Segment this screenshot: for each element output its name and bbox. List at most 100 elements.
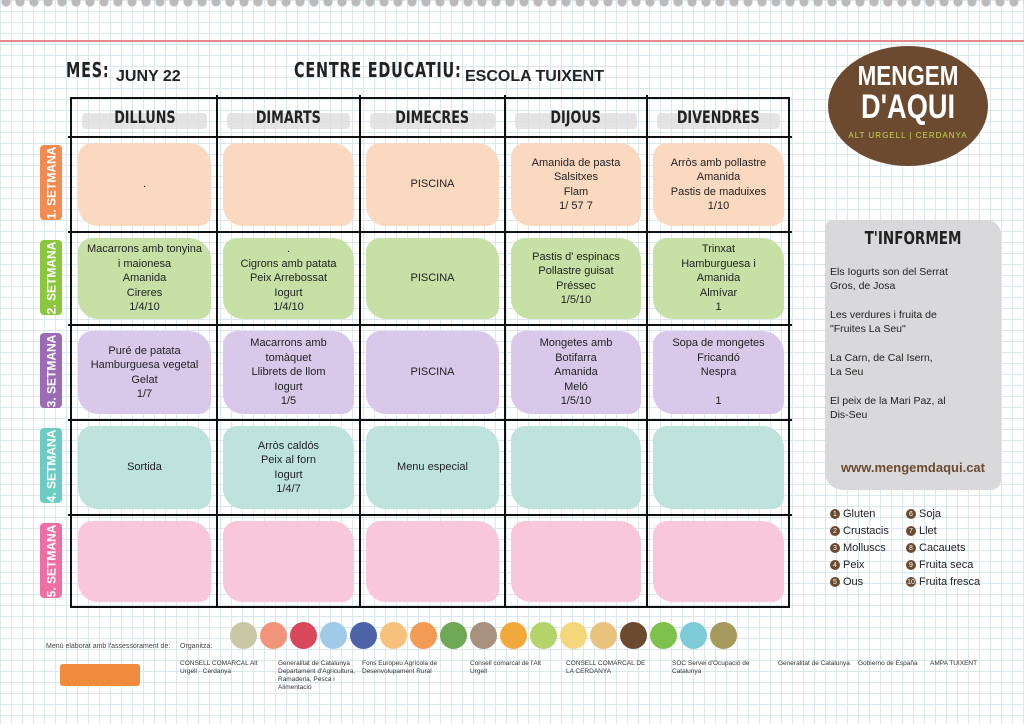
- website-link[interactable]: www.mengemdaqui.cat: [841, 460, 985, 475]
- week-label: 3. SETMANA: [44, 334, 58, 407]
- grid-line: [68, 231, 792, 233]
- notebook-binding: [0, 0, 1024, 12]
- menu-grid: DILLUNS DIMARTS DIMECRES DIJOUS DIVENDRES. PI…: [68, 95, 792, 608]
- cell-background: [223, 143, 354, 226]
- allergen-name: Ous: [843, 576, 864, 588]
- menu-cell: Sopa de mongetes Fricandó Nespra 1: [647, 325, 790, 420]
- cell-background: [653, 238, 784, 319]
- menu-text: PISCINA: [410, 272, 455, 285]
- info-note: Les verdures i fruita de "Fruites La Seu…: [830, 309, 937, 335]
- menu-text: PISCINA: [410, 178, 455, 191]
- menu-cell: Menu especial: [360, 420, 505, 515]
- menu-cell: Arròs amb pollastre Amanida Pastis de ma…: [647, 137, 790, 232]
- cell-background: [223, 426, 354, 509]
- food-category-icon: [290, 622, 317, 649]
- food-category-icon: [320, 622, 347, 649]
- menu-text: Pastis d' espinacs Pollastre guisat Prés…: [532, 250, 620, 307]
- allergen-item: 10 Fruita fresca: [906, 576, 996, 588]
- allergen-number-icon: 3: [830, 543, 840, 553]
- food-category-icon: [350, 622, 377, 649]
- food-category-icon: [710, 622, 737, 649]
- menu-text: Sortida: [127, 461, 162, 474]
- menu-cell: Macarrons amb tonyina i maionesa Amanida…: [72, 232, 217, 325]
- sponsor-logo: Generalitat de Catalunya Departament d'A…: [278, 660, 356, 691]
- week-tab: 3. SETMANA: [40, 333, 62, 408]
- grid-line: [68, 514, 792, 516]
- menu-text: Macarrons amb tonyina i maionesa Amanida…: [87, 243, 202, 314]
- day-label: DILLUNS: [113, 108, 176, 128]
- grid-line: [504, 95, 506, 606]
- cell-background: [78, 331, 211, 414]
- cell-background: [78, 238, 211, 319]
- cell-background: [653, 331, 784, 414]
- info-note: La Carn, de Cal Isern, La Seu: [830, 352, 933, 378]
- allergen-item: 7 Llet: [906, 525, 996, 537]
- grid-line: [646, 95, 648, 606]
- allergen-name: Cacauets: [919, 542, 966, 554]
- cell-background: [366, 238, 499, 319]
- school-value: ESCOLA TUIXENT: [465, 68, 604, 85]
- cell-background: [653, 426, 784, 509]
- header-highlight: [82, 113, 207, 129]
- cell-background: [653, 143, 784, 226]
- food-icons-row: [230, 622, 737, 649]
- day-header: DIVENDRES: [647, 99, 790, 137]
- organizer-label: Organitza:: [180, 643, 213, 650]
- menu-text: PISCINA: [410, 366, 455, 379]
- food-category-icon: [260, 622, 287, 649]
- menu-text: Arròs caldós Peix al forn Iogurt 1/4/7: [257, 439, 320, 496]
- sponsor-logo: CONSELL COMARCAL Alt Urgell · Cerdanya: [180, 660, 258, 675]
- food-category-icon: [650, 622, 677, 649]
- menu-cell: [217, 515, 360, 608]
- day-header: DIJOUS: [505, 99, 647, 137]
- menu-cell: .: [72, 137, 217, 232]
- week-label: 2. SETMANA: [44, 241, 58, 314]
- allergen-number-icon: 8: [906, 543, 916, 553]
- grid-line: [216, 95, 218, 606]
- cell-background: [223, 238, 354, 319]
- cell-background: [366, 143, 499, 226]
- menu-cell: PISCINA: [360, 137, 505, 232]
- cell-background: [223, 521, 354, 602]
- week-label: 4. SETMANA: [44, 429, 58, 502]
- menu-text: Arròs amb pollastre Amanida Pastis de ma…: [670, 156, 767, 213]
- allergen-number-icon: 4: [830, 560, 840, 570]
- food-category-icon: [410, 622, 437, 649]
- cell-background: [511, 143, 641, 226]
- menu-cell: . Cigrons amb patata Peix Arrebossat Iog…: [217, 232, 360, 325]
- day-label: DIMECRES: [395, 108, 470, 128]
- allergen-legend: 1 Gluten 6 Soja 2 Crustacis 7 Llet 3 Molluscs 8 Cac…: [830, 508, 996, 588]
- info-title: T'INFORMEM: [864, 228, 962, 249]
- menu-cell: Trinxat Hamburguesa i Amanida Almívar 1: [647, 232, 790, 325]
- header-highlight: [227, 113, 350, 129]
- menu-cell: PISCINA: [360, 232, 505, 325]
- menu-text: Macarrons amb tomàquet Llibrets de llom …: [250, 337, 327, 408]
- cell-background: [366, 426, 499, 509]
- sponsor-logo: Consell comarcal de l'Alt Urgell: [470, 660, 541, 675]
- cell-background: [78, 426, 211, 509]
- menu-cell: Sortida: [72, 420, 217, 515]
- allergen-item: 9 Fruita seca: [906, 559, 996, 571]
- mengem-daqui-logo: MENGEM D'AQUI ALT URGELL | CERDANYA: [828, 46, 988, 166]
- cell-background: [653, 521, 784, 602]
- menu-text: Puré de patata Hamburguesa vegetal Gelat…: [90, 344, 199, 401]
- cell-background: [511, 426, 641, 509]
- food-category-icon: [440, 622, 467, 649]
- week-label: 1. SETMANA: [44, 146, 58, 219]
- food-category-icon: [380, 622, 407, 649]
- grid-line: [359, 95, 361, 606]
- week-tab: 1. SETMANA: [40, 145, 62, 220]
- day-label: DIVENDRES: [677, 108, 760, 128]
- week-label: 5. SETMANA: [44, 524, 58, 597]
- day-header: DIMARTS: [217, 99, 360, 137]
- nutritionist-logo: [60, 664, 140, 686]
- sponsor-logo: SOC Servei d'Ocupació de Catalunya: [672, 660, 750, 675]
- sponsor-logo: Generalitat de Catalunya: [778, 660, 850, 667]
- month-label: MES:: [66, 58, 110, 82]
- info-note: El peix de la Mari Paz, al Dis-Seu: [830, 395, 946, 421]
- allergen-number-icon: 6: [906, 509, 916, 519]
- menu-text: Trinxat Hamburguesa i Amanida Almívar 1: [681, 243, 756, 314]
- menu-text: . Cigrons amb patata Peix Arrebossat Iog…: [240, 243, 337, 314]
- sponsor-logo: CONSELL COMARCAL DE LA CERDANYA: [566, 660, 646, 675]
- food-category-icon: [560, 622, 587, 649]
